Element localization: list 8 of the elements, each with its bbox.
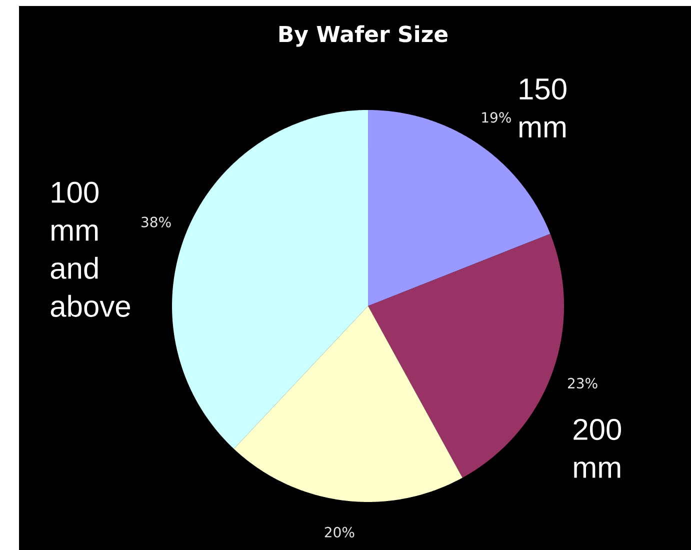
slice-label: 200 mm [574,418,622,478]
data-label: 19% [482,112,511,123]
slice-label: 150 mm [520,78,566,138]
slice-label: 100 mm and above [50,182,130,317]
chart-title: By Wafer Size [279,25,448,47]
data-label: 20% [324,526,354,538]
data-label: 38% [142,216,171,228]
data-label: 23% [568,378,598,389]
